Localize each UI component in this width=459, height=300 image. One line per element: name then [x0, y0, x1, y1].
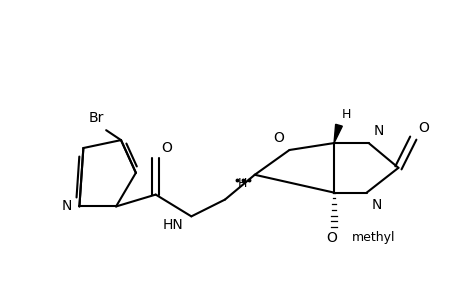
Text: N: N: [373, 124, 383, 138]
Text: O: O: [161, 141, 172, 155]
Text: O: O: [326, 231, 337, 245]
Text: N: N: [62, 200, 73, 214]
Text: Br: Br: [89, 111, 104, 125]
Text: methyl: methyl: [351, 231, 394, 244]
Text: HN: HN: [162, 218, 183, 233]
Text: O: O: [273, 131, 284, 145]
Text: H: H: [341, 108, 351, 121]
Text: H: H: [237, 177, 246, 190]
Text: O: O: [417, 121, 428, 135]
Polygon shape: [333, 124, 341, 143]
Text: N: N: [371, 198, 381, 212]
